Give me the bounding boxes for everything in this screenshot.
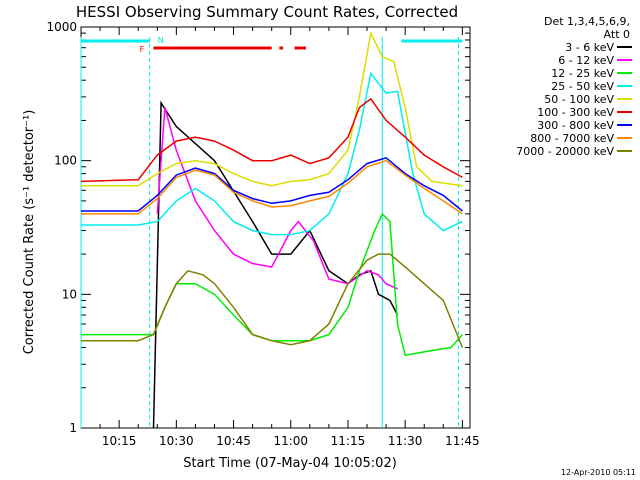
legend-title-line-2: Att 0 bbox=[604, 28, 630, 41]
legend-title-line-1: Det 1,3,4,5,6,9, bbox=[544, 15, 630, 28]
x-tick-label: 11:30 bbox=[388, 434, 423, 448]
x-tick-label: 11:00 bbox=[273, 434, 308, 448]
series-line-1 bbox=[156, 107, 398, 290]
y-axis-label: Corrected Count Rate (s⁻¹ detector⁻¹) bbox=[22, 110, 37, 355]
chart-title: HESSI Observing Summary Count Rates, Cor… bbox=[76, 3, 458, 21]
legend-label-0: 3 - 6 keV bbox=[565, 41, 614, 54]
series-line-4 bbox=[81, 30, 463, 187]
x-tick-label: 11:15 bbox=[331, 434, 366, 448]
legend-label-1: 6 - 12 keV bbox=[558, 54, 614, 67]
legend-label-3: 25 - 50 keV bbox=[551, 80, 614, 93]
x-tick-label: 10:15 bbox=[102, 434, 137, 448]
legend-label-2: 12 - 25 keV bbox=[551, 67, 614, 80]
flag-n-label: N bbox=[158, 36, 164, 45]
legend-label-4: 50 - 100 keV bbox=[544, 93, 614, 106]
series-line-7 bbox=[81, 159, 463, 215]
series-line-3 bbox=[81, 71, 463, 236]
legend-label-6: 300 - 800 keV bbox=[537, 119, 614, 132]
legend-label-7: 800 - 7000 keV bbox=[530, 132, 614, 145]
footer-date: 12-Apr-2010 05:11 bbox=[561, 468, 636, 477]
y-tick-label: 100 bbox=[54, 154, 77, 168]
series-line-8 bbox=[81, 253, 464, 348]
series-line-6 bbox=[81, 156, 463, 212]
series-line-5 bbox=[81, 97, 463, 183]
y-tick-label: 10 bbox=[62, 287, 77, 301]
x-axis-label: Start Time (07-May-04 10:05:02) bbox=[183, 456, 397, 471]
y-tick-label: 1000 bbox=[46, 20, 77, 34]
flag-f-label: F bbox=[140, 45, 145, 54]
x-tick-label: 10:30 bbox=[159, 434, 194, 448]
x-tick-label: 11:45 bbox=[445, 434, 480, 448]
legend-label-5: 100 - 300 keV bbox=[537, 106, 614, 119]
legend-label-8: 7000 - 20000 keV bbox=[516, 145, 614, 158]
x-tick-label: 10:45 bbox=[216, 434, 251, 448]
plot-area: 1 10 100 1000 10:15 10:30 10:45 11:00 11:15 11:30… bbox=[46, 20, 632, 448]
plot-frame bbox=[80, 26, 471, 429]
y-tick-label: 1 bbox=[69, 421, 77, 435]
